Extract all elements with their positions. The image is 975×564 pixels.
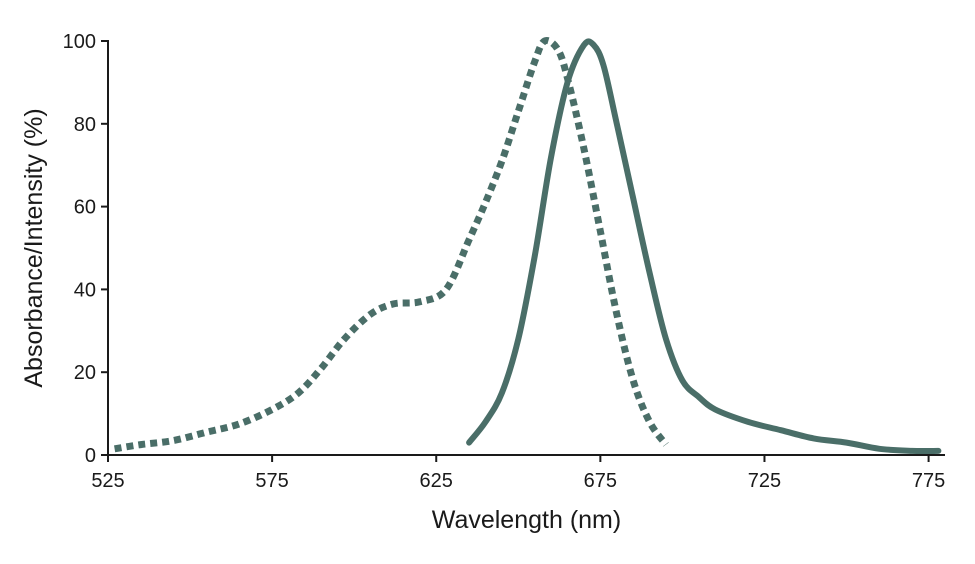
x-tick-label: 525	[91, 470, 124, 492]
x-ticks: 525 575 625 675 725 775	[91, 455, 945, 492]
x-tick-label: 675	[584, 470, 617, 492]
y-tick-label: 100	[63, 31, 96, 53]
y-tick-label: 0	[85, 445, 96, 467]
x-tick-label: 625	[420, 470, 453, 492]
y-tick-label: 40	[74, 279, 96, 301]
x-tick-label: 575	[255, 470, 288, 492]
emission-solid-series-line	[466, 38, 942, 455]
axes	[107, 40, 945, 456]
x-tick-label: 725	[748, 470, 781, 492]
absorbance-dotted-series-line	[114, 37, 669, 453]
series-layer	[114, 37, 942, 455]
y-tick-label: 60	[74, 197, 96, 219]
y-tick-label: 80	[74, 114, 96, 136]
y-ticks: 0 20 40 60 80 100	[63, 31, 108, 467]
y-axis-title: Absorbance/Intensity (%)	[20, 108, 48, 387]
y-tick-label: 20	[74, 362, 96, 384]
x-axis-title: Wavelength (nm)	[432, 506, 621, 534]
x-tick-label: 775	[912, 470, 945, 492]
